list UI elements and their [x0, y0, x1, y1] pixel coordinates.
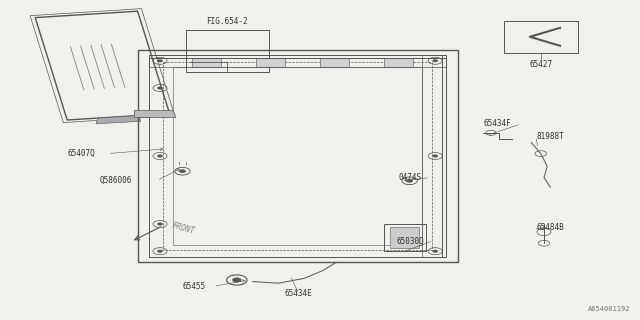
Bar	[192, 58, 221, 67]
Polygon shape	[134, 110, 176, 117]
Text: FIG.654-2: FIG.654-2	[206, 17, 248, 26]
Text: FRONT: FRONT	[172, 221, 196, 236]
Text: A654001192: A654001192	[588, 306, 630, 312]
Text: 65030Q: 65030Q	[397, 237, 424, 246]
Text: 65484B: 65484B	[536, 223, 564, 232]
Circle shape	[433, 250, 438, 252]
Bar	[390, 227, 419, 248]
Circle shape	[157, 60, 163, 62]
Circle shape	[179, 170, 186, 173]
Bar	[149, 55, 446, 257]
Bar	[173, 67, 422, 245]
Circle shape	[157, 155, 163, 157]
Bar	[163, 62, 432, 250]
Text: 65427: 65427	[529, 60, 552, 69]
Bar	[504, 21, 578, 53]
Bar	[320, 58, 349, 67]
Bar	[384, 58, 413, 67]
Circle shape	[406, 179, 413, 182]
Text: 65434F: 65434F	[483, 119, 511, 128]
Bar	[384, 224, 426, 251]
Circle shape	[433, 60, 438, 62]
Bar	[256, 58, 285, 67]
Circle shape	[433, 155, 438, 157]
Bar	[138, 50, 458, 262]
Text: 0474S: 0474S	[398, 173, 421, 182]
Circle shape	[157, 223, 163, 225]
Text: 65407Q: 65407Q	[67, 149, 95, 158]
Bar	[186, 30, 269, 72]
Text: 65455: 65455	[182, 282, 205, 291]
Circle shape	[157, 87, 163, 89]
Text: Q586006: Q586006	[99, 176, 132, 185]
Text: 65434E: 65434E	[285, 289, 312, 298]
Text: 81988T: 81988T	[536, 132, 564, 141]
Circle shape	[232, 278, 241, 282]
Circle shape	[157, 250, 163, 252]
Polygon shape	[96, 116, 141, 124]
